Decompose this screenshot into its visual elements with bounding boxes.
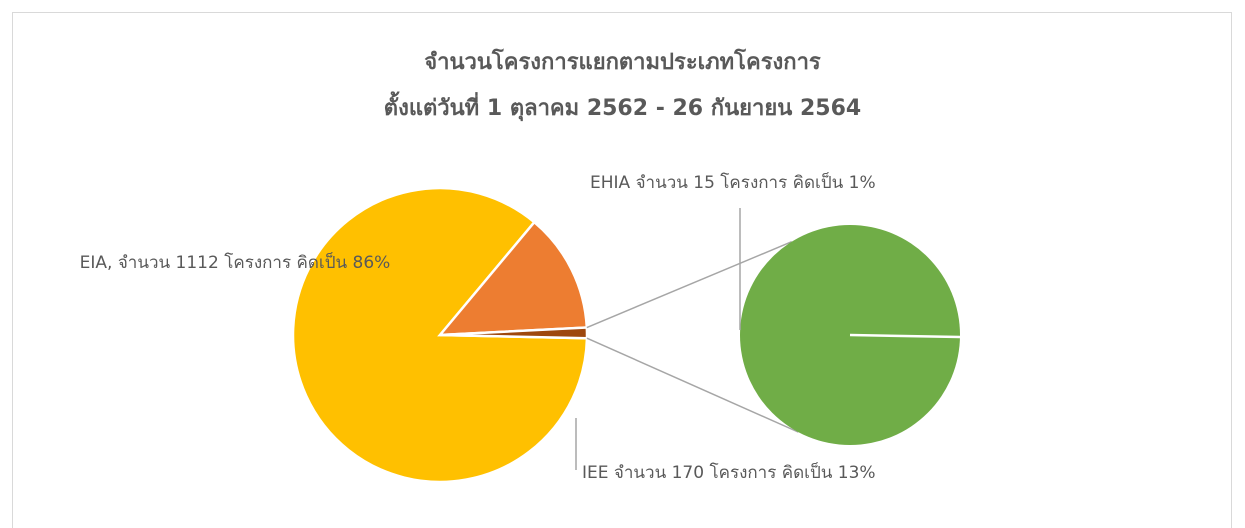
chart-title: จำนวนโครงการแยกตามประเภทโครงการ: [424, 50, 821, 75]
chart-frame: [12, 12, 1232, 528]
data-label: EHIA จำนวน 15 โครงการ คิดเป็น 1%: [590, 173, 876, 193]
connector-line: [586, 241, 792, 329]
connector-line: [586, 337, 799, 433]
data-label: IEE จำนวน 170 โครงการ คิดเป็น 13%: [582, 463, 876, 483]
chart-subtitle: ตั้งแต่วันที่ 1 ตุลาคม 2562 - 26 กันยายน…: [383, 96, 862, 121]
pie-slice: [437, 220, 589, 337]
data-label: EIA, จำนวน 1112 โครงการ คิดเป็น 86%: [79, 253, 391, 273]
slice-edge: [849, 333, 961, 339]
pie-slice: [439, 326, 589, 340]
